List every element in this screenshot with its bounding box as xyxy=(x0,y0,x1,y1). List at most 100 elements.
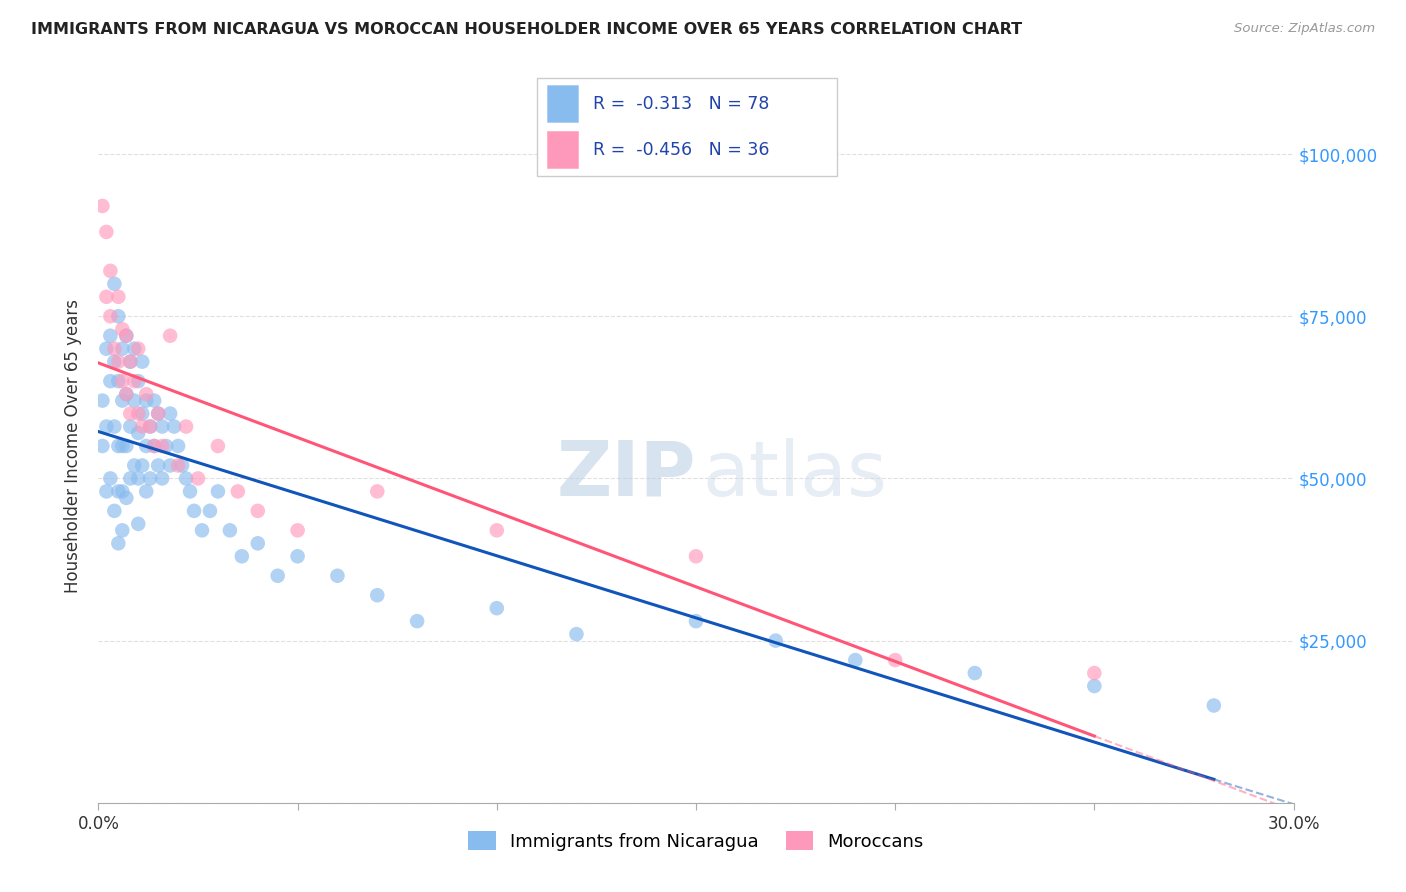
Point xyxy=(111,342,134,356)
FancyBboxPatch shape xyxy=(547,85,578,122)
Point xyxy=(107,484,129,499)
Point xyxy=(91,199,114,213)
Point xyxy=(120,354,142,368)
Point xyxy=(131,419,153,434)
Point xyxy=(159,458,181,473)
Point xyxy=(107,310,129,324)
Point xyxy=(127,425,149,440)
Point xyxy=(135,393,157,408)
Point xyxy=(107,374,129,388)
Point xyxy=(124,393,146,408)
Point xyxy=(287,524,309,538)
Point xyxy=(844,653,866,667)
Point xyxy=(115,439,138,453)
Point xyxy=(963,666,986,681)
Point xyxy=(124,458,146,473)
Point xyxy=(91,439,114,453)
Point xyxy=(111,393,134,408)
Point xyxy=(127,471,149,485)
Point xyxy=(96,225,118,239)
Point xyxy=(231,549,253,564)
Point xyxy=(174,419,197,434)
Point xyxy=(96,484,118,499)
Point xyxy=(135,387,157,401)
Point xyxy=(485,524,508,538)
Point xyxy=(115,387,138,401)
Point xyxy=(107,439,129,453)
FancyBboxPatch shape xyxy=(537,78,838,177)
Point xyxy=(155,439,177,453)
Point xyxy=(111,439,134,453)
Point xyxy=(131,354,153,368)
Point xyxy=(143,439,166,453)
Point xyxy=(884,653,907,667)
Point xyxy=(127,342,149,356)
Point xyxy=(183,504,205,518)
Point xyxy=(98,374,122,388)
Point xyxy=(103,354,125,368)
Point xyxy=(191,524,214,538)
Point xyxy=(174,471,197,485)
Point xyxy=(143,393,166,408)
Point xyxy=(124,342,146,356)
Text: ZIP: ZIP xyxy=(557,438,696,511)
Point xyxy=(111,524,134,538)
Point xyxy=(98,328,122,343)
Point xyxy=(107,290,129,304)
Point xyxy=(179,484,201,499)
Point xyxy=(131,407,153,421)
Point xyxy=(167,439,190,453)
Point xyxy=(143,439,166,453)
Point xyxy=(159,328,181,343)
Point xyxy=(120,419,142,434)
Point xyxy=(485,601,508,615)
FancyBboxPatch shape xyxy=(547,131,578,168)
Point xyxy=(127,516,149,531)
Point xyxy=(150,419,173,434)
Point xyxy=(107,536,129,550)
Point xyxy=(685,549,707,564)
Point xyxy=(107,354,129,368)
Point xyxy=(115,491,138,505)
Point xyxy=(159,407,181,421)
Point xyxy=(103,277,125,291)
Point xyxy=(135,439,157,453)
Point xyxy=(1083,679,1105,693)
Point xyxy=(1202,698,1225,713)
Point xyxy=(127,407,149,421)
Point xyxy=(111,484,134,499)
Y-axis label: Householder Income Over 65 years: Householder Income Over 65 years xyxy=(65,299,83,593)
Point xyxy=(111,374,134,388)
Point xyxy=(96,419,118,434)
Point xyxy=(287,549,309,564)
Point xyxy=(246,536,269,550)
Point xyxy=(103,504,125,518)
Point xyxy=(326,568,349,582)
Point xyxy=(120,407,142,421)
Text: atlas: atlas xyxy=(702,438,887,511)
Point xyxy=(115,387,138,401)
Point xyxy=(685,614,707,628)
Text: R =  -0.456   N = 36: R = -0.456 N = 36 xyxy=(593,141,769,159)
Point xyxy=(226,484,249,499)
Point xyxy=(148,407,170,421)
Point xyxy=(98,264,122,278)
Point xyxy=(150,471,173,485)
Point xyxy=(139,419,162,434)
Point xyxy=(267,568,290,582)
Point xyxy=(366,588,388,602)
Point xyxy=(163,419,186,434)
Point xyxy=(139,419,162,434)
Point xyxy=(120,471,142,485)
Text: IMMIGRANTS FROM NICARAGUA VS MOROCCAN HOUSEHOLDER INCOME OVER 65 YEARS CORRELATI: IMMIGRANTS FROM NICARAGUA VS MOROCCAN HO… xyxy=(31,22,1022,37)
Point xyxy=(131,458,153,473)
Point xyxy=(111,322,134,336)
Point xyxy=(98,471,122,485)
Point xyxy=(198,504,221,518)
Point xyxy=(96,290,118,304)
Point xyxy=(187,471,209,485)
Point xyxy=(1083,666,1105,681)
Point xyxy=(98,310,122,324)
Point xyxy=(207,484,229,499)
Point xyxy=(135,484,157,499)
